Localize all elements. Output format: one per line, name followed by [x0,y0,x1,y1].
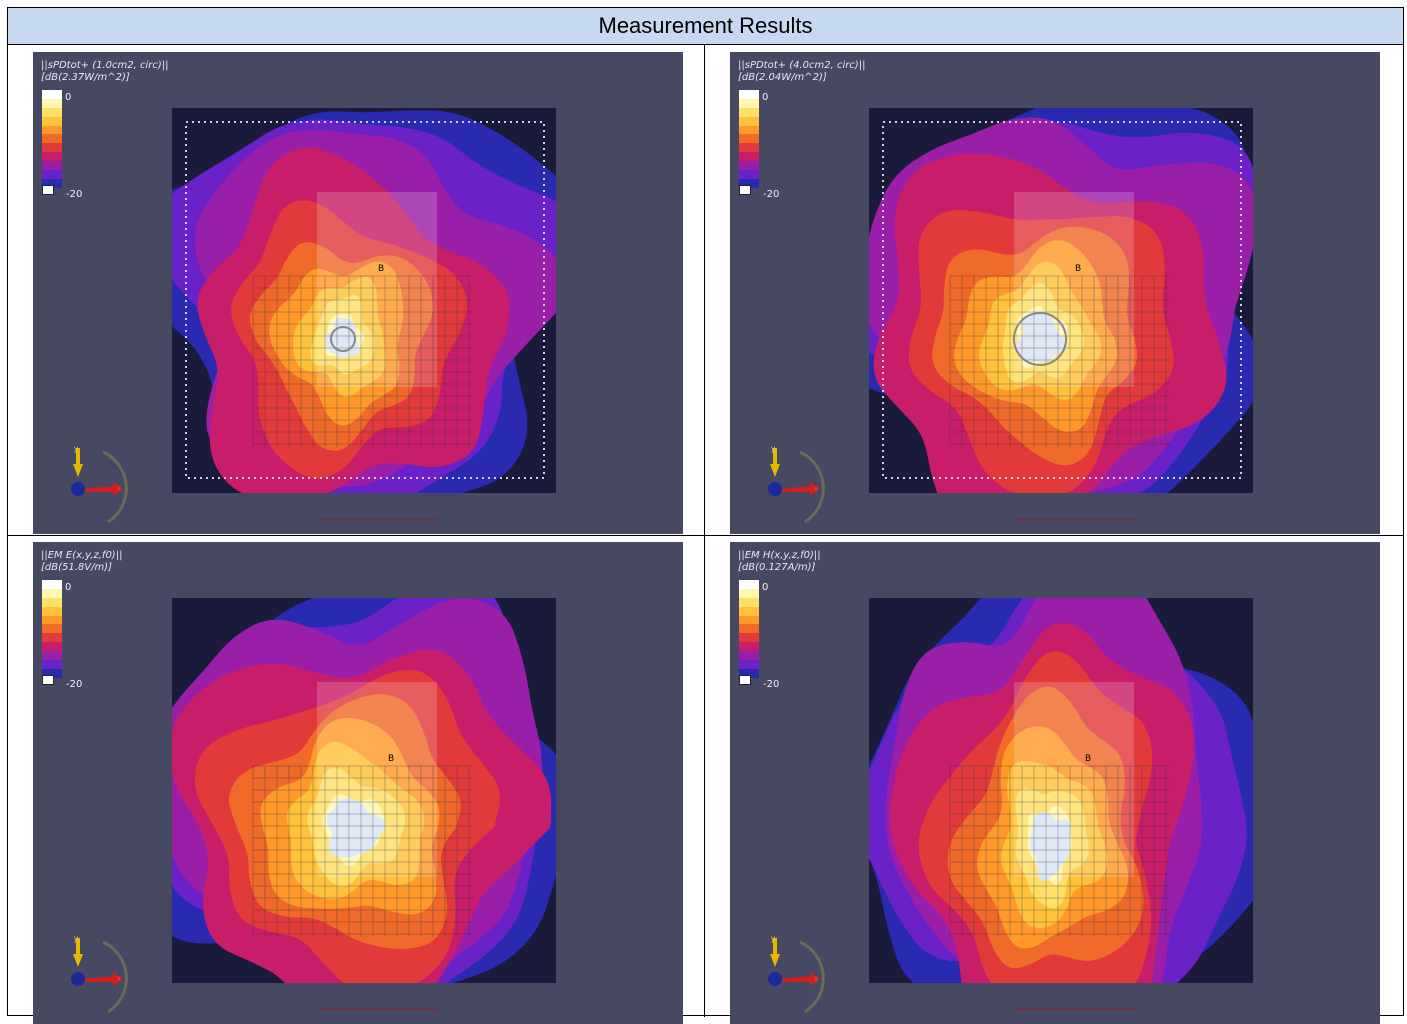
colorbar-min-label: -20 [763,189,780,200]
axis-y-label: y [771,934,775,943]
plot-panel-h-field[interactable]: B ||EM H(x,y,z,f0)|| [dB(0.127A/m)] 0 -20 y x [730,542,1380,1024]
plot-panel-e-field[interactable]: B ||EM E(x,y,z,f0)|| [dB(51.8V/m)] 0 -20 y x [33,542,683,1024]
plot-panel-spd-4cm2[interactable]: B ||sPDtot+ (4.0cm2, circ)|| [dB(2.04W/m^… [730,52,1380,534]
axis-y-label: y [74,444,78,453]
colorbar-max-label: 0 [65,92,72,103]
colorbar-min-label: -20 [66,189,83,200]
measurement-table: Measurement Results B ||sPDtot+ (1.0cm2, … [7,7,1404,1024]
table-title: Measurement Results [598,13,813,38]
colorbar-max-label: 0 [762,582,769,593]
colorbar-max-label: 0 [65,582,72,593]
probe-marker-label: B [378,264,384,274]
plot-title: ||EM H(x,y,z,f0)|| [dB(0.127A/m)] [738,550,821,573]
colorbar-toggle-icon[interactable] [42,185,54,195]
axis-x-label: x [117,484,121,493]
heatmap-canvas: B [33,52,683,534]
row-divider [8,535,1403,536]
colorbar [739,90,759,188]
table-header: Measurement Results [8,8,1403,45]
colorbar-toggle-icon[interactable] [739,185,751,195]
axis-y-label: y [771,444,775,453]
colorbar-toggle-icon[interactable] [739,675,751,685]
colorbar-min-label: -20 [763,679,780,690]
heatmap-canvas: B [730,542,1380,1024]
colorbar [739,580,759,678]
plot-title: ||EM E(x,y,z,f0)|| [dB(51.8V/m)] [41,550,123,573]
axis-x-label: x [117,974,121,983]
heatmap-canvas: B [33,542,683,1024]
colorbar-toggle-icon[interactable] [42,675,54,685]
plot-panel-spd-1cm2[interactable]: B ||sPDtot+ (1.0cm2, circ)|| [dB(2.37W/m^… [33,52,683,534]
colorbar-max-label: 0 [762,92,769,103]
axis-x-label: x [814,974,818,983]
heatmap-canvas: B [730,52,1380,534]
column-divider [704,44,705,1017]
plot-title: ||sPDtot+ (1.0cm2, circ)|| [dB(2.37W/m^2… [41,60,169,83]
colorbar [42,580,62,678]
probe-marker-label: B [1075,264,1081,274]
plot-title: ||sPDtot+ (4.0cm2, circ)|| [dB(2.04W/m^2… [738,60,866,83]
probe-marker-label: B [1085,754,1091,764]
colorbar-min-label: -20 [66,679,83,690]
axis-x-label: x [814,484,818,493]
colorbar [42,90,62,188]
axis-y-label: y [74,934,78,943]
probe-marker-label: B [388,754,394,764]
